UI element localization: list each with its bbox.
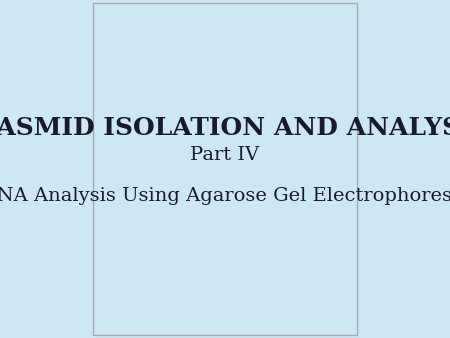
Text: DNA Analysis Using Agarose Gel Electrophoresis: DNA Analysis Using Agarose Gel Electroph… bbox=[0, 187, 450, 205]
Text: Part IV: Part IV bbox=[190, 146, 260, 165]
Text: PLASMID ISOLATION AND ANALYSIS: PLASMID ISOLATION AND ANALYSIS bbox=[0, 116, 450, 141]
